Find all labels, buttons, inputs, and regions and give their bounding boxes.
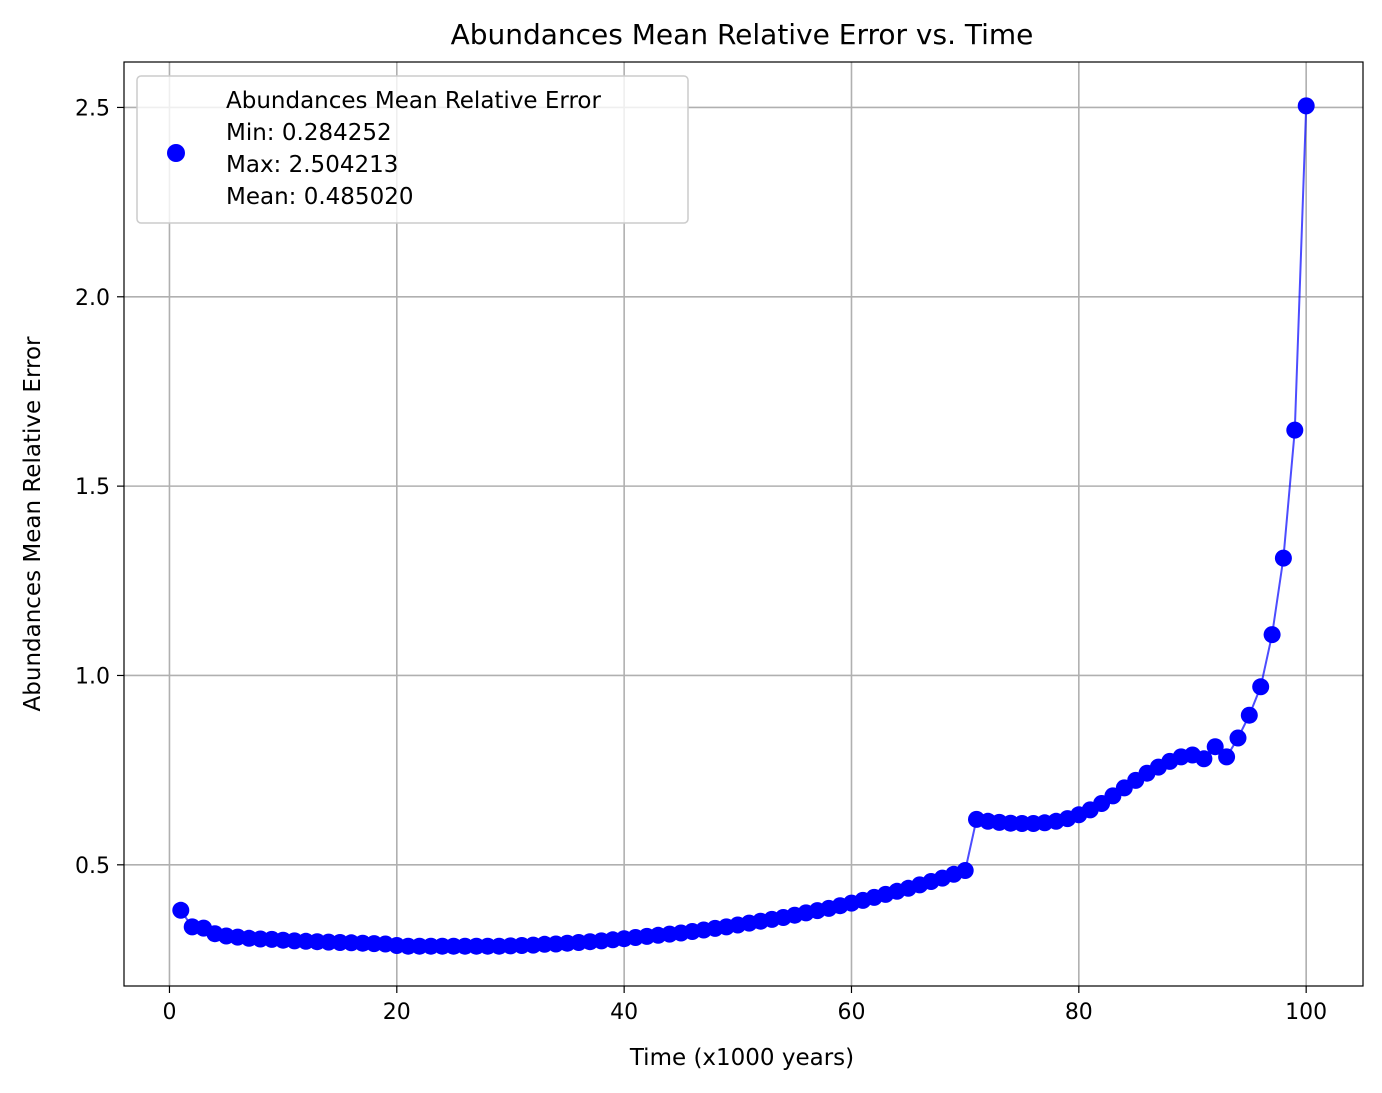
legend-line-min: Min: 0.284252: [226, 120, 392, 146]
x-tick-label: 60: [837, 1000, 865, 1025]
series-layer: [172, 97, 1315, 955]
y-tick-label: 2.5: [75, 96, 110, 121]
data-point: [1195, 750, 1213, 768]
data-point: [1286, 421, 1304, 439]
y-tick-label: 1.0: [75, 664, 110, 689]
chart-title: Abundances Mean Relative Error vs. Time: [451, 18, 1034, 51]
x-tick-label: 20: [383, 1000, 411, 1025]
data-point: [1252, 678, 1270, 696]
data-point: [1240, 706, 1258, 724]
y-tick-label: 0.5: [75, 854, 110, 879]
data-point: [1263, 626, 1281, 644]
legend-line-max: Max: 2.504213: [226, 152, 398, 178]
y-axis-label: Abundances Mean Relative Error: [20, 336, 46, 711]
ticks: 0 20 40 60 80 100 0.5 1.0 1.5 2.0 2.5: [75, 96, 1327, 1025]
legend: Abundances Mean Relative Error Min: 0.28…: [136, 75, 689, 224]
legend-line-mean: Mean: 0.485020: [226, 184, 413, 210]
y-tick-label: 2.0: [75, 286, 110, 311]
x-tick-label: 100: [1285, 1000, 1327, 1025]
data-point: [172, 901, 190, 919]
data-point: [1218, 748, 1236, 766]
legend-box: [136, 75, 689, 224]
data-point: [1297, 97, 1315, 115]
legend-marker: [167, 144, 185, 162]
x-axis-label: Time (x1000 years): [629, 1045, 854, 1071]
y-tick-label: 1.5: [75, 475, 110, 500]
legend-line-series: Abundances Mean Relative Error: [226, 88, 601, 114]
data-point: [1229, 729, 1247, 747]
x-tick-label: 80: [1065, 1000, 1093, 1025]
axes-frame: [123, 61, 1364, 987]
data-point: [1274, 549, 1292, 567]
x-tick-label: 40: [610, 1000, 638, 1025]
x-tick-label: 0: [162, 1000, 176, 1025]
data-point: [1206, 738, 1224, 756]
data-point: [956, 862, 974, 879]
